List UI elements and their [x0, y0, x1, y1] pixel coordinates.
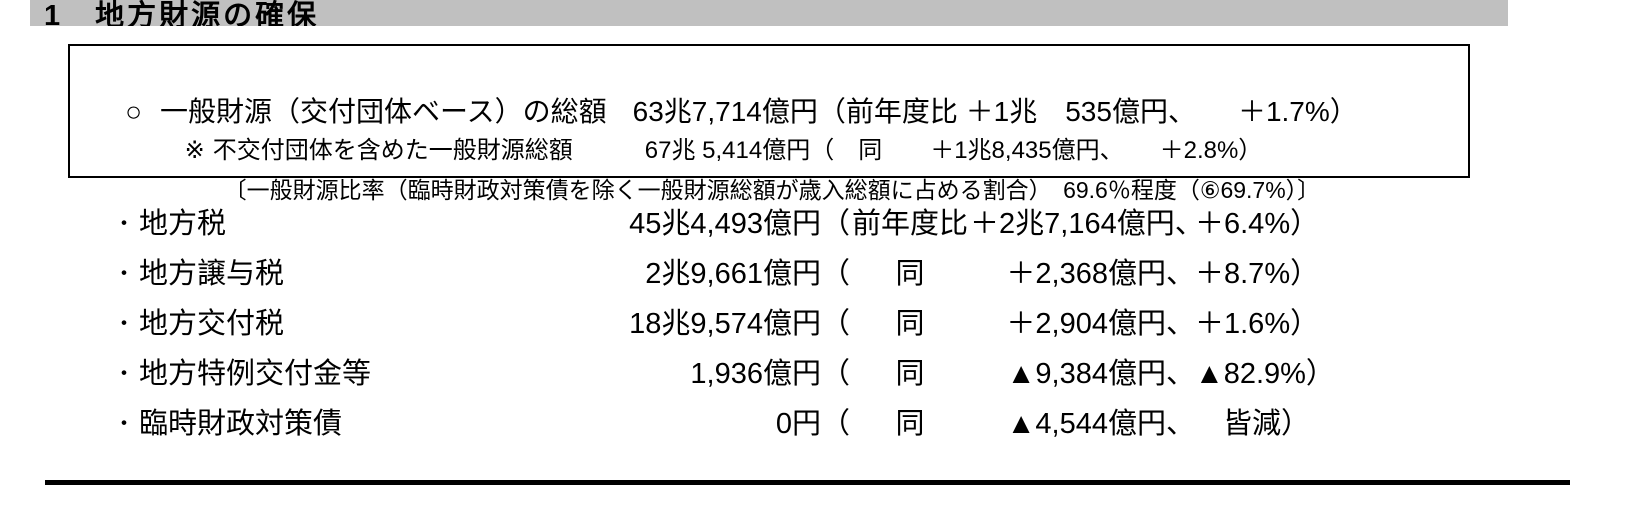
item-label: ・地方特例交付金等 [113, 350, 560, 392]
item-change: ▲4,544億円、 [1006, 408, 1195, 440]
item-comparator: 同 [895, 358, 925, 390]
summary-line-total: ○ 一般財源（交付団体ベース）の総額 63兆7,714億円（前年度比 ＋1兆 535… [94, 58, 1358, 162]
bullet-icon: ・ [113, 261, 136, 286]
item-amount: 18兆9,574億円（ [629, 308, 850, 340]
item-label: ・地方譲与税 [113, 250, 560, 292]
section-title: 1 地方財源の確保 [44, 0, 320, 26]
item-change: ＋2兆7,164億円、 [970, 208, 1204, 240]
item-label: ・地方税 [113, 200, 560, 242]
item-label: ・臨時財政対策債 [113, 400, 560, 442]
finance-items: ・地方税 45兆4,493億円（ 前年度比 ＋2兆7,164億円、 ＋6.4%）… [113, 196, 1335, 446]
item-label-text: 地方交付税 [139, 308, 285, 340]
item-percent: ▲82.9%） [1195, 358, 1335, 390]
summary-line-ratio: 〔一般財源比率（臨時財政対策債を除く一般財源総額が歳入総額に占める割合） 69.… [198, 144, 1321, 232]
section-header: 1 地方財源の確保 [30, 0, 1508, 26]
item-percent: ＋1.6%） [1195, 308, 1320, 340]
bullet-icon: ・ [113, 361, 136, 386]
item-label-text: 地方税 [139, 208, 227, 240]
item-comparator: 同 [895, 258, 925, 290]
item-percent: ＋6.4%） [1195, 208, 1320, 240]
finance-item-row: ・地方特例交付金等 1,936億円（ 同 ▲9,384億円、 ▲82.9%） [113, 346, 1335, 396]
item-amount: 45兆4,493億円（ [629, 208, 850, 240]
item-label-text: 地方譲与税 [139, 258, 285, 290]
summary-line-ratio-text: 〔一般財源比率（臨時財政対策債を除く一般財源総額が歳入総額に占める割合） 69.… [223, 177, 1321, 203]
item-amount: 2兆9,661億円（ [645, 258, 850, 290]
item-change: ＋2,904億円、 [1006, 308, 1195, 340]
item-comparator: 同 [895, 308, 925, 340]
finance-item-row: ・地方交付税 18兆9,574億円（ 同 ＋2,904億円、 ＋1.6%） [113, 296, 1320, 346]
reference-mark-icon: ※ [184, 137, 205, 164]
item-label-text: 臨時財政対策債 [139, 408, 343, 440]
summary-line-total-label: 一般財源（交付団体ベース）の総額 [160, 96, 607, 127]
finance-item-row: ・地方税 45兆4,493億円（ 前年度比 ＋2兆7,164億円、 ＋6.4%） [113, 196, 1320, 246]
next-section-box-top-edge [45, 480, 1570, 505]
circle-marker-icon: ○ [125, 96, 143, 127]
summary-box: ○ 一般財源（交付団体ベース）の総額 63兆7,714億円（前年度比 ＋1兆 535… [68, 44, 1470, 203]
finance-item-row: ・臨時財政対策債 0円（ 同 ▲4,544億円、 皆減） [113, 396, 1313, 446]
bullet-icon: ・ [113, 211, 136, 236]
item-comparator: 前年度比 [851, 208, 968, 240]
bullet-icon: ・ [113, 411, 136, 436]
summary-line-note: ※ 不交付団体を含めた一般財源総額 67兆 5,414億円（ 同 ＋1兆8,435億… [158, 102, 1263, 193]
item-change: ▲9,384億円、 [1006, 358, 1195, 390]
item-comparator: 同 [895, 408, 925, 440]
item-change: ＋2,368億円、 [1006, 258, 1195, 290]
summary-line-note-label: 不交付団体を含めた一般財源総額 [212, 137, 573, 164]
bullet-icon: ・ [113, 311, 136, 336]
item-percent: 皆減） [1222, 408, 1310, 440]
summary-line-total-amount: 63兆7,714億円（前年度比 ＋1兆 535億円、 ＋1.7%） [632, 96, 1358, 127]
finance-item-row: ・地方譲与税 2兆9,661億円（ 同 ＋2,368億円、 ＋8.7%） [113, 246, 1320, 296]
item-label-text: 地方特例交付金等 [139, 358, 372, 390]
summary-line-note-amount: 67兆 5,414億円（ 同 ＋1兆8,435億円、 ＋2.8%） [644, 137, 1263, 164]
item-percent: ＋8.7%） [1195, 258, 1320, 290]
item-label: ・地方交付税 [113, 300, 560, 342]
item-amount: 0円（ [775, 408, 850, 440]
item-amount: 1,936億円（ [690, 358, 850, 390]
